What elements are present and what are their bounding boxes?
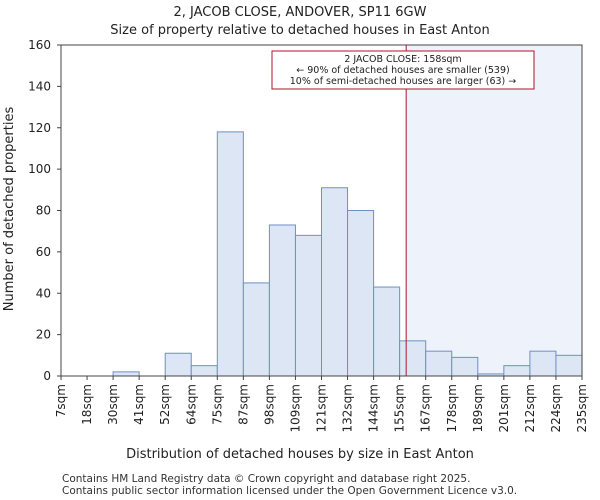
x-tick-label: 109sqm bbox=[288, 384, 302, 432]
bar bbox=[190, 365, 218, 377]
bar bbox=[242, 282, 270, 377]
x-tick-label: 224sqm bbox=[549, 384, 563, 432]
x-tick-label: 235sqm bbox=[575, 384, 589, 432]
bar bbox=[451, 356, 479, 377]
x-tick-label: 18sqm bbox=[80, 384, 94, 425]
x-tick-label: 7sqm bbox=[54, 384, 68, 417]
x-tick-label: 30sqm bbox=[106, 384, 120, 425]
x-tick-label: 52sqm bbox=[158, 384, 172, 425]
bar bbox=[529, 350, 557, 377]
bar bbox=[268, 224, 296, 377]
y-tick-label: 140 bbox=[28, 79, 51, 93]
chart-title: 2, JACOB CLOSE, ANDOVER, SP11 6GW bbox=[174, 5, 427, 20]
bar bbox=[164, 352, 192, 377]
bar bbox=[425, 350, 453, 377]
x-tick-label: 98sqm bbox=[262, 384, 276, 425]
x-tick-label: 41sqm bbox=[132, 384, 146, 425]
annotation-line-1: 2 JACOB CLOSE: 158sqm bbox=[344, 54, 461, 65]
x-tick-label: 155sqm bbox=[393, 384, 407, 432]
bar bbox=[294, 234, 323, 377]
bar bbox=[216, 131, 244, 377]
x-tick-label: 75sqm bbox=[210, 384, 224, 425]
bar bbox=[555, 354, 583, 377]
x-tick-label: 64sqm bbox=[184, 384, 198, 425]
x-tick-label: 178sqm bbox=[445, 384, 459, 432]
bar bbox=[347, 210, 375, 377]
bar bbox=[112, 371, 140, 377]
x-tick-label: 189sqm bbox=[471, 384, 485, 432]
chart-subtitle: Size of property relative to detached ho… bbox=[110, 23, 489, 38]
x-tick-label: 212sqm bbox=[523, 384, 537, 432]
y-tick-label: 100 bbox=[28, 162, 51, 176]
y-tick-label: 120 bbox=[28, 121, 51, 135]
y-tick-label: 60 bbox=[36, 245, 51, 259]
plot-area: 2 JACOB CLOSE: 158sqm← 90% of detached h… bbox=[28, 38, 589, 432]
x-tick-label: 132sqm bbox=[341, 384, 355, 432]
x-tick-label: 87sqm bbox=[236, 384, 250, 425]
y-tick-label: 40 bbox=[36, 286, 51, 300]
y-tick-label: 80 bbox=[36, 204, 51, 218]
annotation-line-2: ← 90% of detached houses are smaller (53… bbox=[296, 65, 509, 76]
annotation-line-3: 10% of semi-detached houses are larger (… bbox=[290, 76, 517, 87]
bar bbox=[373, 286, 401, 377]
bar bbox=[321, 187, 349, 377]
x-tick-label: 144sqm bbox=[367, 384, 381, 432]
bar bbox=[399, 340, 427, 377]
x-tick-label: 121sqm bbox=[315, 384, 329, 432]
highlight-region bbox=[406, 45, 582, 376]
x-tick-label: 167sqm bbox=[419, 384, 433, 432]
x-axis-label: Distribution of detached houses by size … bbox=[126, 447, 474, 462]
footer-line-2: Contains public sector information licen… bbox=[62, 485, 518, 497]
y-axis-label: Number of detached properties bbox=[2, 107, 17, 312]
bar bbox=[503, 365, 531, 377]
annotation-box bbox=[271, 50, 535, 90]
y-tick-label: 160 bbox=[28, 38, 51, 52]
y-tick-label: 20 bbox=[36, 328, 51, 342]
footer-line-1: Contains HM Land Registry data © Crown c… bbox=[62, 473, 471, 485]
x-tick-label: 201sqm bbox=[497, 384, 511, 432]
y-tick-label: 0 bbox=[43, 369, 51, 383]
